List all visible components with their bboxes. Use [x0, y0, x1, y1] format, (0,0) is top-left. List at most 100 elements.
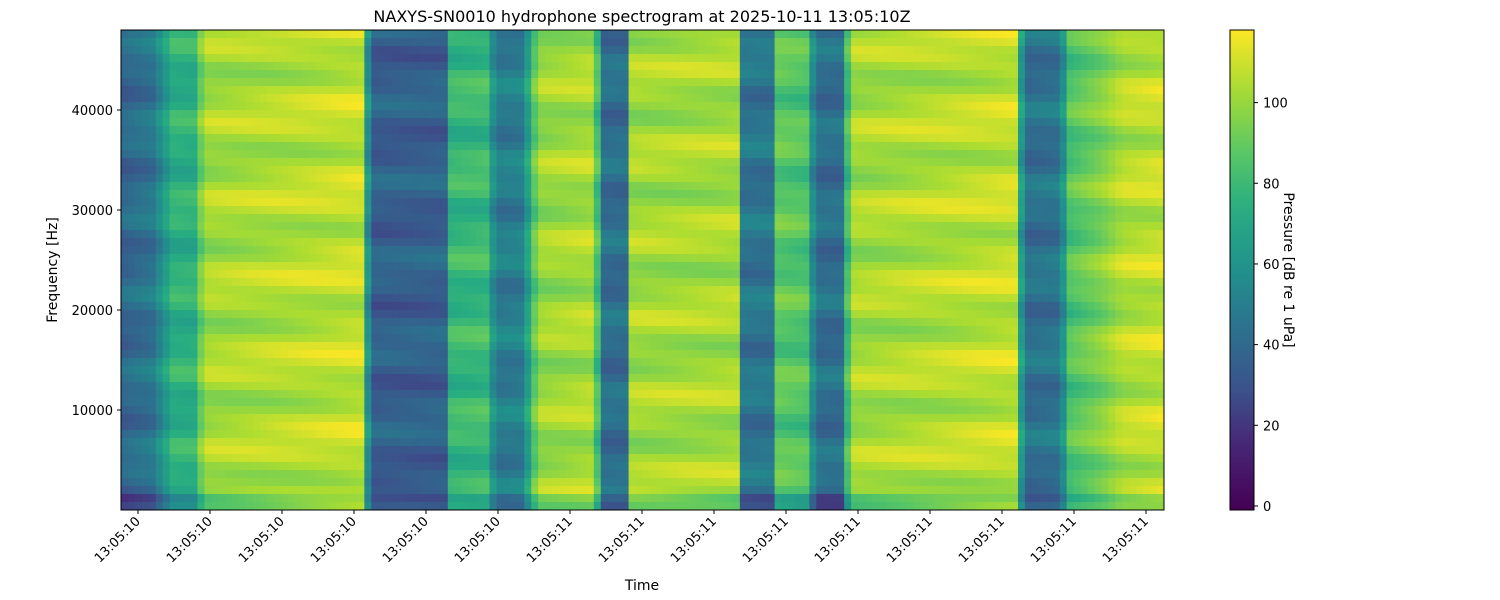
heatmap-cell: [127, 222, 136, 231]
heatmap-cell: [225, 334, 233, 343]
heatmap-cell: [677, 438, 685, 447]
heatmap-cell: [273, 86, 282, 95]
heatmap-cell: [614, 54, 623, 63]
heatmap-cell: [239, 470, 247, 479]
heatmap-cell: [663, 270, 671, 279]
heatmap-cell: [343, 398, 352, 407]
heatmap-cell: [670, 62, 678, 71]
heatmap-cell: [489, 126, 498, 135]
heatmap-cell: [426, 462, 435, 471]
heatmap-cell: [190, 166, 199, 175]
heatmap-cell: [148, 446, 157, 455]
heatmap-cell: [294, 278, 303, 287]
heatmap-cell: [232, 110, 240, 119]
heatmap-cell: [225, 254, 233, 263]
heatmap-cell: [572, 158, 581, 167]
heatmap-cell: [127, 270, 136, 279]
heatmap-cell: [447, 366, 456, 375]
heatmap-cell: [524, 94, 532, 103]
heatmap-cell: [552, 150, 560, 159]
heatmap-cell: [572, 310, 581, 319]
heatmap-cell: [607, 454, 616, 463]
heatmap-cell: [593, 102, 602, 111]
heatmap-cell: [593, 358, 602, 367]
heatmap-cell: [572, 126, 581, 135]
heatmap-cell: [148, 62, 157, 71]
heatmap-cell: [315, 70, 324, 79]
heatmap-cell: [350, 134, 359, 143]
heatmap-cell: [336, 206, 345, 215]
heatmap-cell: [148, 486, 157, 495]
heatmap-cell: [524, 46, 532, 55]
heatmap-cell: [190, 78, 199, 87]
heatmap-cell: [656, 494, 664, 503]
heatmap-cell: [663, 294, 671, 303]
heatmap-cell: [607, 270, 616, 279]
heatmap-cell: [517, 294, 525, 303]
heatmap-cell: [635, 454, 644, 463]
heatmap-cell: [426, 374, 435, 383]
heatmap-cell: [204, 110, 212, 119]
heatmap-cell: [677, 246, 685, 255]
heatmap-cell: [440, 422, 449, 431]
heatmap-cell: [649, 118, 657, 127]
heatmap-cell: [308, 198, 317, 207]
heatmap-cell: [329, 158, 338, 167]
heatmap-cell: [364, 270, 372, 279]
heatmap-cell: [566, 214, 574, 223]
heatmap-cell: [468, 222, 477, 231]
heatmap-cell: [378, 62, 386, 71]
heatmap-cell: [593, 110, 602, 119]
heatmap-cell: [572, 494, 581, 503]
heatmap-cell: [155, 206, 164, 215]
heatmap-cell: [635, 366, 644, 375]
heatmap-cell: [538, 382, 546, 391]
heatmap-cell: [364, 78, 372, 87]
heatmap-cell: [267, 30, 275, 39]
heatmap-cell: [572, 454, 581, 463]
heatmap-cell: [517, 446, 525, 455]
heatmap-cell: [225, 118, 233, 127]
heatmap-cell: [621, 310, 630, 319]
heatmap-cell: [468, 54, 477, 63]
heatmap-cell: [301, 494, 310, 503]
heatmap-cell: [190, 430, 199, 439]
heatmap-cell: [454, 398, 463, 407]
heatmap-cell: [392, 54, 400, 63]
heatmap-cell: [593, 438, 602, 447]
heatmap-cell: [134, 366, 143, 375]
heatmap-cell: [496, 390, 505, 399]
heatmap-cell: [378, 174, 386, 183]
heatmap-cell: [267, 406, 275, 415]
heatmap-cell: [155, 390, 164, 399]
heatmap-cell: [552, 438, 560, 447]
heatmap-cell: [315, 134, 324, 143]
heatmap-cell: [357, 230, 365, 239]
heatmap-cell: [385, 318, 393, 327]
heatmap-cell: [566, 30, 574, 39]
heatmap-cell: [482, 54, 491, 63]
heatmap-cell: [670, 318, 678, 327]
heatmap-cell: [691, 206, 699, 215]
heatmap-cell: [614, 446, 623, 455]
heatmap-cell: [496, 406, 505, 415]
heatmap-cell: [614, 166, 623, 175]
heatmap-cell: [600, 406, 609, 415]
heatmap-cell: [670, 166, 678, 175]
heatmap-cell: [134, 62, 143, 71]
heatmap-cell: [468, 390, 477, 399]
heatmap-cell: [531, 54, 539, 63]
heatmap-cell: [267, 46, 275, 55]
heatmap-cell: [433, 438, 442, 447]
heatmap-cell: [475, 206, 484, 215]
heatmap-cell: [545, 70, 553, 79]
heatmap-cell: [600, 302, 609, 311]
heatmap-cell: [413, 350, 421, 359]
heatmap-cell: [517, 478, 525, 487]
heatmap-cell: [475, 94, 484, 103]
heatmap-cell: [225, 374, 233, 383]
heatmap-cell: [336, 374, 345, 383]
heatmap-cell: [280, 334, 289, 343]
heatmap-cell: [545, 46, 553, 55]
heatmap-cell: [273, 494, 282, 503]
